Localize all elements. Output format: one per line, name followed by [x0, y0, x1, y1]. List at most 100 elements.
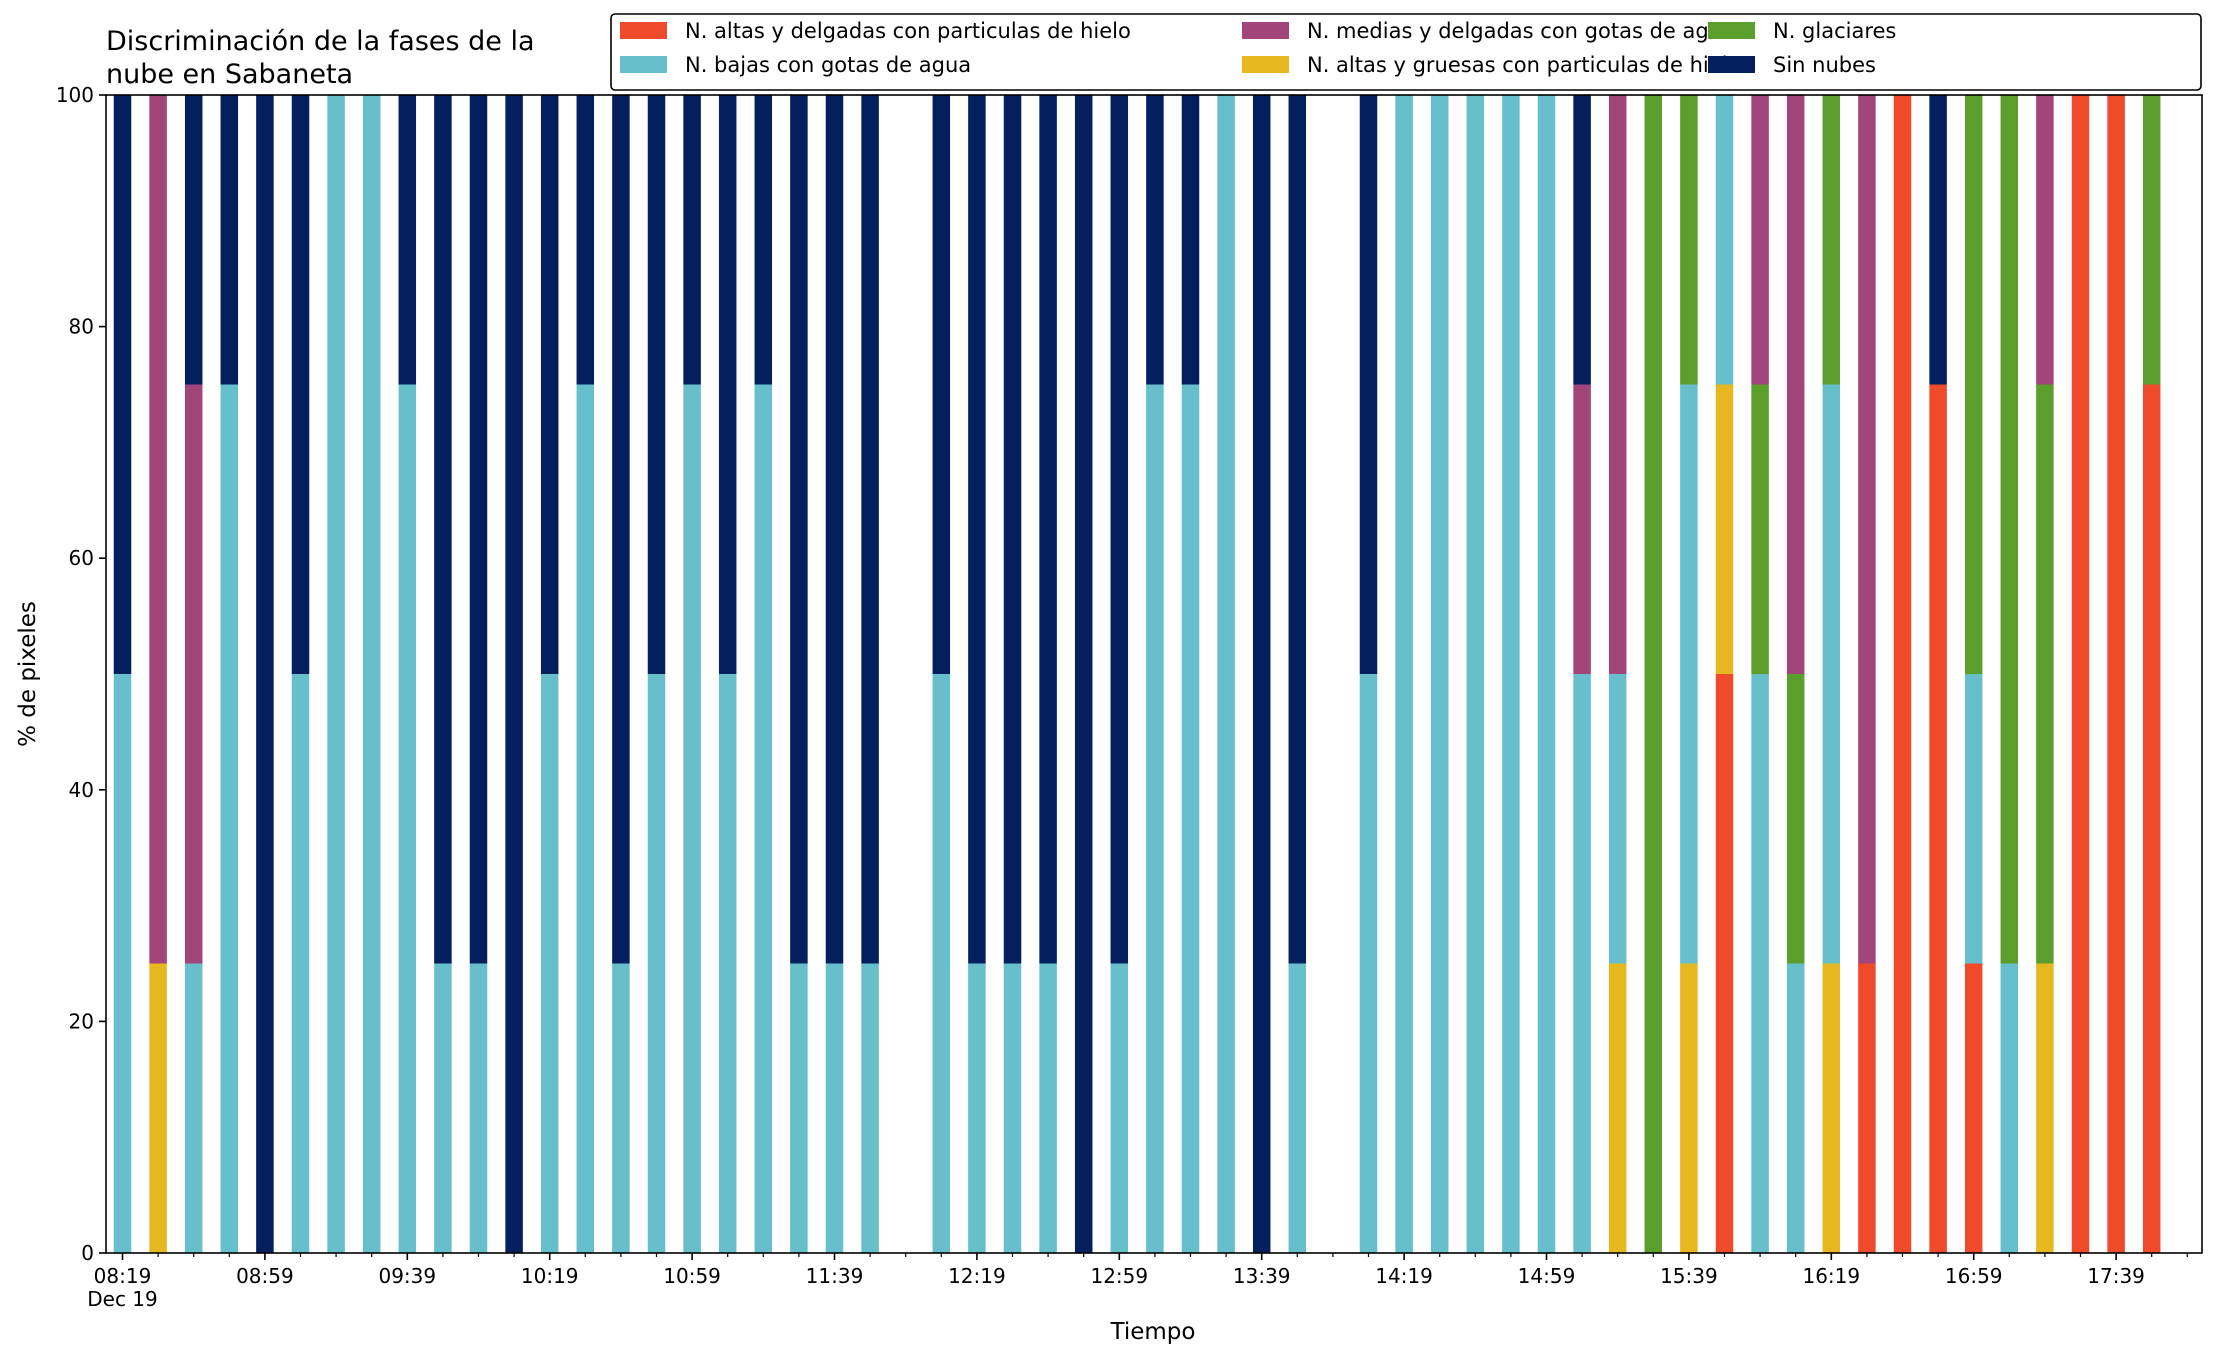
bar-segment-41-series-4 [1573, 384, 1591, 674]
bar-segment-46-series-3 [1751, 384, 1769, 674]
bar-segment-16-series-2 [683, 384, 701, 1253]
bar-segment-5-series-2 [291, 674, 310, 1253]
bar-segment-57-series-0 [2142, 384, 2161, 1253]
bar-segment-45-series-2 [1715, 95, 1734, 385]
bar-segment-51-series-5 [1929, 95, 1947, 385]
bar-segment-28-series-2 [1110, 963, 1129, 1253]
bar-segment-39-series-2 [1502, 95, 1520, 1253]
legend-label-0: N. altas y delgadas con particulas de hi… [685, 19, 1131, 43]
bar-segment-57-series-3 [2142, 95, 2161, 385]
bar-segment-12-series-2 [540, 674, 559, 1253]
bar-segment-30-series-2 [1181, 384, 1200, 1253]
bar-segment-47-series-4 [1786, 95, 1805, 674]
legend-swatch-3 [1708, 22, 1755, 39]
x-tick-label-4: 08:59 [236, 1264, 294, 1288]
bar-segment-4-series-5 [256, 95, 274, 1253]
bar-segment-41-series-2 [1573, 674, 1591, 1253]
bar-segment-44-series-1 [1680, 963, 1698, 1253]
bar-segment-24-series-2 [968, 963, 986, 1253]
y-tick-label-4: 80 [69, 315, 94, 339]
x-tick-label-8: 09:39 [378, 1264, 436, 1288]
bar-segment-11-series-5 [505, 95, 523, 1253]
bar-segment-12-series-5 [540, 95, 559, 674]
bar-segment-8-series-2 [398, 384, 417, 1253]
legend-label-1: N. altas y gruesas con particulas de hie… [1307, 53, 1740, 77]
bar-segment-3-series-2 [220, 384, 239, 1253]
bar-segment-35-series-2 [1359, 674, 1378, 1253]
y-axis-label: % de pixeles [15, 601, 41, 747]
bar-segment-52-series-3 [1964, 95, 1983, 674]
bar-segment-41-series-5 [1573, 95, 1591, 385]
x-tick-label-20: 11:39 [806, 1264, 864, 1288]
y-axis: 0 20 40 60 80 100 [56, 83, 106, 1265]
x-tick-label-32: 13:39 [1233, 1264, 1291, 1288]
legend-label-4: N. medias y delgadas con gotas de agua [1307, 19, 1735, 43]
x-tick-label-24: 12:19 [948, 1264, 1006, 1288]
legend-swatch-1 [1242, 56, 1289, 73]
legend-label-5: Sin nubes [1773, 53, 1876, 77]
bar-segment-52-series-0 [1964, 963, 1983, 1253]
bar-segment-0-series-2 [113, 674, 132, 1253]
bar-segment-23-series-5 [932, 95, 951, 674]
bar-segment-44-series-2 [1680, 384, 1698, 964]
bar-segment-2-series-4 [184, 384, 203, 964]
bar-segment-15-series-5 [647, 95, 666, 674]
bar-segment-19-series-2 [790, 963, 808, 1253]
bar-segment-55-series-0 [2071, 95, 2090, 1253]
bar-segment-19-series-5 [790, 95, 808, 964]
bar-segment-40-series-2 [1537, 95, 1556, 1253]
bar-segment-13-series-5 [576, 95, 595, 385]
legend-swatch-2 [620, 56, 667, 73]
x-tick-label-48: 16:19 [1802, 1264, 1860, 1288]
bar-segment-25-series-2 [1003, 963, 1022, 1253]
bar-segment-30-series-5 [1181, 95, 1200, 385]
bar-segment-52-series-2 [1964, 674, 1983, 964]
bar-segment-49-series-0 [1858, 963, 1876, 1253]
x-tick-label-40: 14:59 [1518, 1264, 1576, 1288]
bar-segment-17-series-2 [718, 674, 737, 1253]
bar-segment-9-series-5 [434, 95, 452, 964]
y-tick-label-2: 40 [69, 778, 94, 802]
bar-segment-20-series-5 [825, 95, 844, 964]
legend-label-3: N. glaciares [1773, 19, 1896, 43]
y-tick-label-0: 0 [81, 1241, 94, 1265]
bar-segment-16-series-5 [683, 95, 701, 385]
bar-segment-2-series-5 [184, 95, 203, 385]
x-tick-label-16: 10:59 [663, 1264, 721, 1288]
x-axis: 08:19 08:59 09:39 10:19 10:59 11:39 12:19 12:59… [87, 1253, 2188, 1311]
bar-segment-21-series-5 [861, 95, 879, 964]
legend-swatch-4 [1242, 22, 1289, 39]
bar-segment-38-series-2 [1466, 95, 1485, 1253]
bar-segment-37-series-2 [1430, 95, 1449, 1253]
bar-segment-45-series-0 [1715, 674, 1734, 1253]
bar-segment-45-series-1 [1715, 384, 1734, 674]
bar-segment-42-series-4 [1608, 95, 1627, 674]
bar-segment-46-series-2 [1751, 674, 1769, 1253]
bar-segment-20-series-2 [825, 963, 844, 1253]
x-tick-label-52: 16:59 [1945, 1264, 2003, 1288]
y-tick-label-3: 60 [69, 546, 94, 570]
x-tick-label-12: 10:19 [521, 1264, 579, 1288]
bar-segment-47-series-2 [1786, 963, 1805, 1253]
bar-segment-53-series-3 [2000, 95, 2019, 964]
bar-segment-54-series-1 [2036, 963, 2054, 1253]
bar-segment-43-series-3 [1644, 95, 1663, 1253]
chart-title-line-1: Discriminación de la fases de la [106, 26, 535, 57]
bar-segment-2-series-2 [184, 963, 203, 1253]
bar-segment-56-series-0 [2107, 95, 2125, 1253]
bar-segment-14-series-5 [612, 95, 630, 964]
bar-segment-26-series-5 [1039, 95, 1057, 964]
bar-segment-13-series-2 [576, 384, 595, 1253]
bar-segment-28-series-5 [1110, 95, 1129, 964]
bar-segment-44-series-3 [1680, 95, 1698, 385]
bar-segment-36-series-2 [1395, 95, 1413, 1253]
bar-segment-17-series-5 [718, 95, 737, 674]
bar-segment-24-series-5 [968, 95, 986, 964]
bar-segment-25-series-5 [1003, 95, 1022, 964]
bar-segment-14-series-2 [612, 963, 630, 1253]
x-tick-label-36: 14:19 [1375, 1264, 1433, 1288]
bar-segment-9-series-2 [434, 963, 452, 1253]
x-tick-label-56: 17:39 [2087, 1264, 2145, 1288]
bar-segment-6-series-2 [327, 95, 345, 1253]
